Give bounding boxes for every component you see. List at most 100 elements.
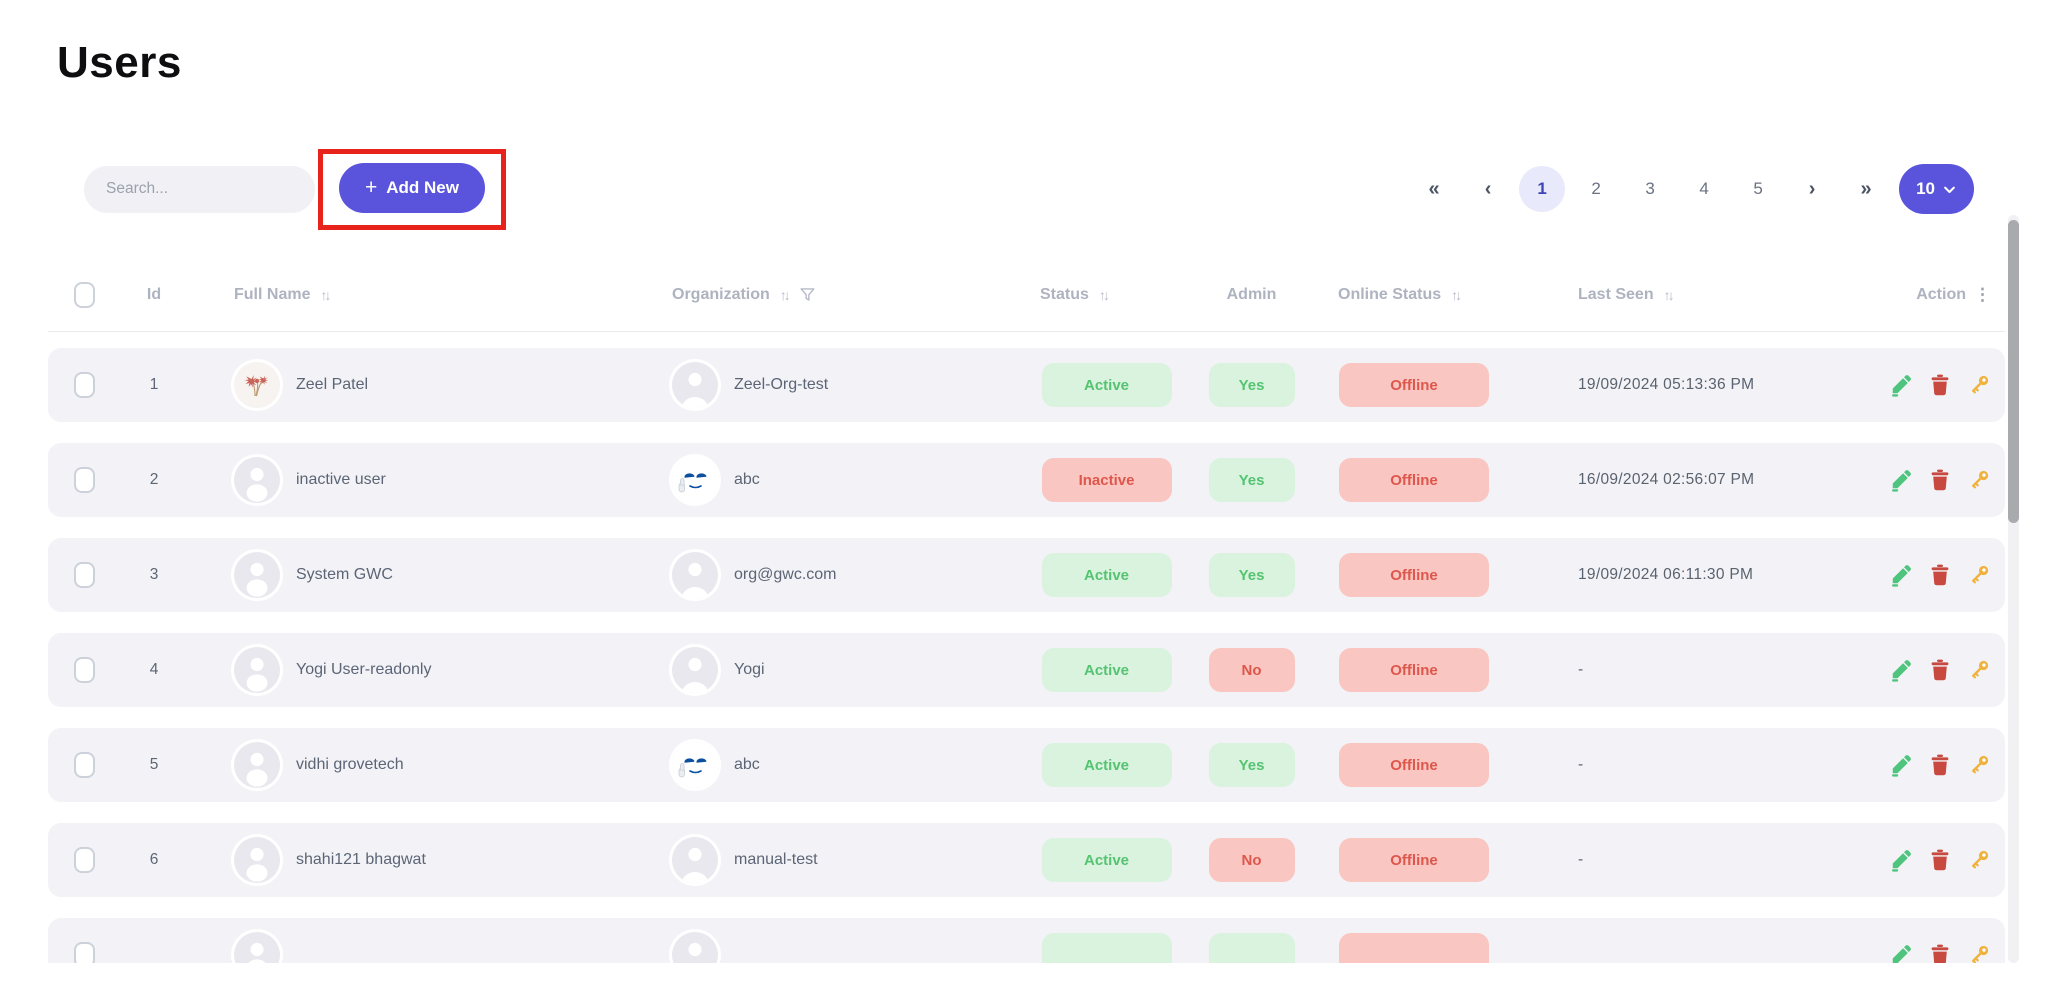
row-checkbox[interactable] <box>74 467 95 493</box>
sort-icon[interactable]: ↑↓ <box>779 286 791 303</box>
online-status-badge: Offline <box>1339 553 1489 597</box>
row-checkbox[interactable] <box>74 657 95 683</box>
sort-icon[interactable]: ↑↓ <box>1663 286 1675 303</box>
header-full-name[interactable]: Full Name ↑↓ <box>234 285 331 303</box>
org-avatar <box>672 457 718 503</box>
delete-icon[interactable] <box>1928 943 1952 963</box>
table-row: 1 <box>48 348 2005 422</box>
full-name-text: Zeel Patel <box>296 376 369 393</box>
header-organization[interactable]: Organization ↑↓ <box>624 285 1024 304</box>
user-avatar <box>234 457 280 503</box>
last-seen-text: - <box>1578 756 1584 773</box>
last-seen-text: 19/09/2024 06:11:30 PM <box>1578 566 1754 583</box>
last-page-button[interactable]: » <box>1860 177 1872 200</box>
status-badge <box>1041 933 1172 963</box>
org-avatar <box>672 362 718 408</box>
edit-icon[interactable] <box>1889 753 1913 777</box>
vertical-scrollbar[interactable] <box>2008 215 2019 963</box>
full-name-text: System GWC <box>296 566 393 583</box>
add-new-label: Add New <box>386 177 459 197</box>
table-row: 5 <box>48 728 2005 802</box>
header-admin: Admin <box>1226 285 1277 303</box>
row-id: 3 <box>149 566 159 583</box>
page-button-1[interactable]: 1 <box>1519 166 1566 212</box>
status-badge: Active <box>1041 648 1172 692</box>
online-status-badge: Offline <box>1339 458 1489 502</box>
delete-icon[interactable] <box>1928 753 1952 777</box>
delete-icon[interactable] <box>1928 563 1952 587</box>
admin-badge <box>1208 933 1295 963</box>
user-avatar <box>234 362 280 408</box>
row-checkbox[interactable] <box>74 562 95 588</box>
online-status-badge: Offline <box>1339 648 1489 692</box>
delete-icon[interactable] <box>1928 373 1952 397</box>
edit-icon[interactable] <box>1889 848 1913 872</box>
scrollbar-thumb[interactable] <box>2008 220 2019 523</box>
next-page-button[interactable]: › <box>1808 177 1816 200</box>
edit-icon[interactable] <box>1889 468 1913 492</box>
page-button-5[interactable]: 5 <box>1753 179 1763 198</box>
admin-badge: Yes <box>1208 458 1295 502</box>
key-icon[interactable] <box>1967 753 1991 777</box>
full-name-text: Yogi User-readonly <box>296 661 432 678</box>
delete-icon[interactable] <box>1928 468 1952 492</box>
delete-icon[interactable] <box>1928 848 1952 872</box>
user-avatar <box>234 837 280 883</box>
page-title: Users <box>57 38 182 87</box>
status-badge: Active <box>1041 838 1172 882</box>
org-avatar <box>672 647 718 693</box>
key-icon[interactable] <box>1967 373 1991 397</box>
table-body: 1 <box>48 348 2005 963</box>
edit-icon[interactable] <box>1889 658 1913 682</box>
toolbar: + Add New « ‹ 1 2 3 4 5 › » 10 <box>84 146 1974 232</box>
chevron-down-icon <box>1944 186 1955 193</box>
row-id: 6 <box>149 851 159 868</box>
header-online-status[interactable]: Online Status ↑↓ <box>1338 285 1462 303</box>
page-size-dropdown[interactable]: 10 <box>1899 164 1974 214</box>
key-icon[interactable] <box>1967 848 1991 872</box>
delete-icon[interactable] <box>1928 658 1952 682</box>
edit-icon[interactable] <box>1889 943 1913 963</box>
prev-page-button[interactable]: ‹ <box>1484 177 1492 200</box>
sort-icon[interactable]: ↑↓ <box>320 286 331 303</box>
user-avatar <box>234 552 280 598</box>
row-id: 1 <box>149 376 159 393</box>
edit-icon[interactable] <box>1889 563 1913 587</box>
key-icon[interactable] <box>1967 943 1991 963</box>
row-checkbox[interactable] <box>74 752 95 778</box>
row-id: 4 <box>149 661 159 678</box>
select-all-checkbox[interactable] <box>74 281 95 308</box>
page-button-4[interactable]: 4 <box>1699 179 1709 198</box>
online-status-badge: Offline <box>1339 363 1489 407</box>
key-icon[interactable] <box>1967 468 1991 492</box>
org-avatar <box>672 837 718 883</box>
page-button-2[interactable]: 2 <box>1591 179 1601 198</box>
last-seen-text: - <box>1578 851 1584 868</box>
page-button-3[interactable]: 3 <box>1645 179 1655 198</box>
admin-badge: No <box>1208 648 1295 692</box>
header-last-seen[interactable]: Last Seen ↑↓ <box>1578 285 1675 303</box>
row-checkbox[interactable] <box>74 372 95 398</box>
admin-badge: Yes <box>1208 553 1295 597</box>
admin-badge: No <box>1208 838 1295 882</box>
filter-icon[interactable] <box>798 285 817 304</box>
sort-icon[interactable]: ↑↓ <box>1098 286 1110 303</box>
table-row: 4 <box>48 633 2005 707</box>
status-badge: Active <box>1041 363 1172 407</box>
key-icon[interactable] <box>1967 563 1991 587</box>
online-status-badge: Offline <box>1339 838 1489 882</box>
add-new-button[interactable]: + Add New <box>339 162 485 213</box>
row-checkbox[interactable] <box>74 847 95 873</box>
header-status[interactable]: Status ↑↓ <box>1040 285 1110 303</box>
org-avatar <box>672 552 718 598</box>
column-menu-icon[interactable]: ⋮ <box>1974 284 1991 304</box>
first-page-button[interactable]: « <box>1428 177 1440 200</box>
search-input[interactable] <box>84 165 315 213</box>
status-badge: Inactive <box>1041 458 1172 502</box>
organization-text: Zeel-Org-test <box>734 376 829 393</box>
edit-icon[interactable] <box>1889 373 1913 397</box>
key-icon[interactable] <box>1967 658 1991 682</box>
online-status-badge: Offline <box>1339 743 1489 787</box>
sort-icon[interactable]: ↑↓ <box>1451 286 1462 303</box>
row-checkbox[interactable] <box>74 942 95 963</box>
